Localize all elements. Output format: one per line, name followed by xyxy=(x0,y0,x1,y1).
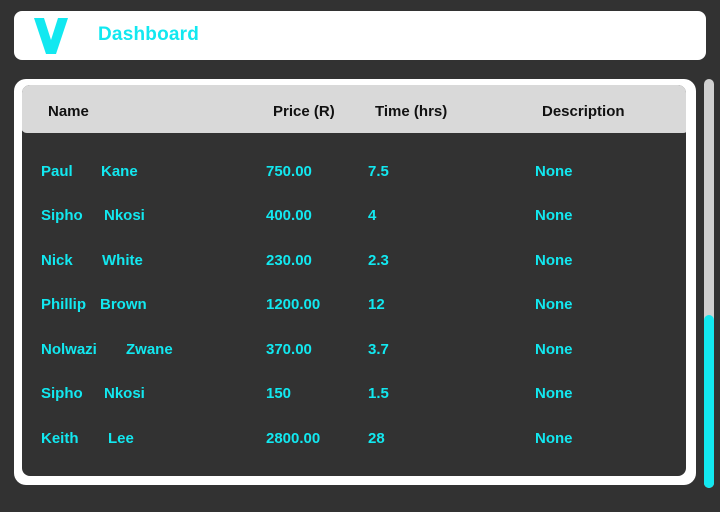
cell-description: None xyxy=(535,385,573,402)
cell-time: 2.3 xyxy=(368,252,389,269)
cell-time: 4 xyxy=(368,207,377,224)
cell-first-name: Nick xyxy=(41,252,73,269)
cell-time: 3.7 xyxy=(368,341,389,358)
cell-price: 750.00 xyxy=(266,163,312,180)
cell-description: None xyxy=(535,252,573,269)
cell-last-name: White xyxy=(102,252,143,269)
cell-description: None xyxy=(535,430,573,447)
cell-description: None xyxy=(535,341,573,358)
page-title: Dashboard xyxy=(98,24,200,45)
logo-v-icon xyxy=(34,18,68,54)
cell-time: 7.5 xyxy=(368,163,389,180)
vertical-scrollbar-track[interactable] xyxy=(704,79,714,488)
cell-price: 2800.00 xyxy=(266,430,321,447)
table-header: Name Price (R) Time (hrs) Description xyxy=(22,85,686,133)
cell-price: 150 xyxy=(266,385,292,402)
cell-first-name: Nolwazi xyxy=(41,341,97,358)
column-header-price[interactable]: Price (R) xyxy=(273,103,335,120)
cell-price: 370.00 xyxy=(266,341,312,358)
cell-last-name: Zwane xyxy=(126,341,173,358)
table-row[interactable]: Nolwazi Zwane 370.00 3.7 None xyxy=(22,341,686,371)
cell-description: None xyxy=(535,207,573,224)
table-row[interactable]: Phillip Brown 1200.00 12 None xyxy=(22,296,686,326)
cell-description: None xyxy=(535,296,573,313)
table-card: Name Price (R) Time (hrs) Description Pa… xyxy=(14,79,696,485)
table-container: Name Price (R) Time (hrs) Description Pa… xyxy=(22,85,686,476)
cell-last-name: Nkosi xyxy=(104,385,145,402)
table-row[interactable]: Sipho Nkosi 400.00 4 None xyxy=(22,207,686,237)
table-row[interactable]: Sipho Nkosi 150 1.5 None xyxy=(22,385,686,415)
cell-price: 400.00 xyxy=(266,207,312,224)
cell-first-name: Sipho xyxy=(41,385,83,402)
cell-price: 230.00 xyxy=(266,252,312,269)
column-header-time[interactable]: Time (hrs) xyxy=(375,103,448,120)
cell-first-name: Paul xyxy=(41,163,73,180)
cell-last-name: Brown xyxy=(100,296,147,313)
table-row[interactable]: Keith Lee 2800.00 28 None xyxy=(22,430,686,460)
cell-first-name: Phillip xyxy=(41,296,86,313)
column-header-description[interactable]: Description xyxy=(542,103,625,120)
cell-last-name: Nkosi xyxy=(104,207,145,224)
cell-last-name: Kane xyxy=(101,163,138,180)
cell-first-name: Keith xyxy=(41,430,79,447)
column-header-name[interactable]: Name xyxy=(48,103,89,120)
app-header: Dashboard xyxy=(14,11,706,60)
table-row[interactable]: Paul Kane 750.00 7.5 None xyxy=(22,163,686,193)
cell-description: None xyxy=(535,163,573,180)
cell-first-name: Sipho xyxy=(41,207,83,224)
cell-time: 28 xyxy=(368,430,385,447)
cell-time: 12 xyxy=(368,296,385,313)
cell-price: 1200.00 xyxy=(266,296,321,313)
table-row[interactable]: Nick White 230.00 2.3 None xyxy=(22,252,686,282)
cell-last-name: Lee xyxy=(108,430,134,447)
cell-time: 1.5 xyxy=(368,385,389,402)
vertical-scrollbar-thumb[interactable] xyxy=(704,315,714,488)
